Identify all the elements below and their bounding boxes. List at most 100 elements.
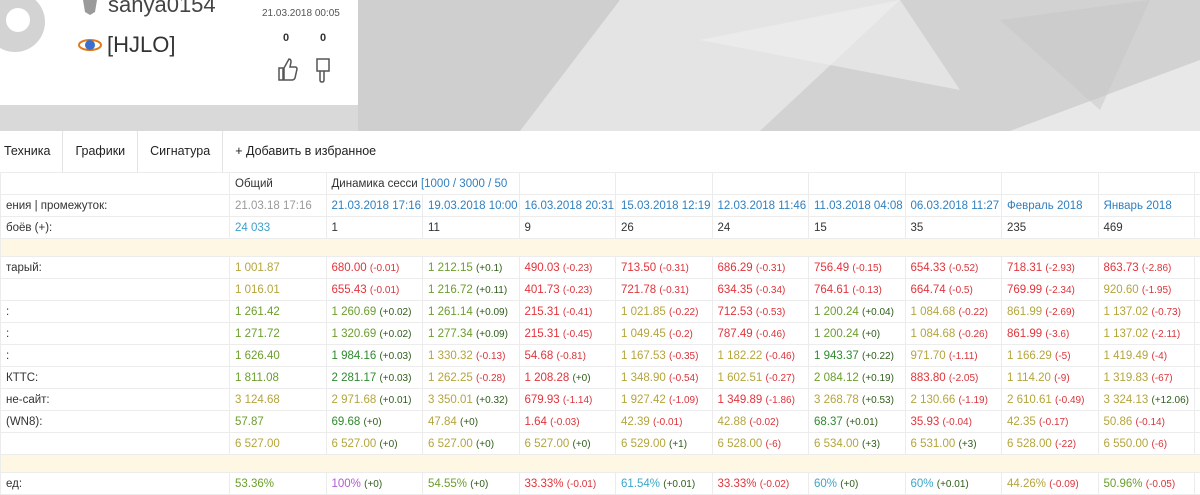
period-cell[interactable]: 21.03.2018 17:16 — [326, 195, 423, 217]
battles-cell: 24 033 — [230, 217, 327, 239]
stat-cell: 1 212.15 (+0.1) — [423, 257, 520, 279]
tab[interactable]: Техника — [0, 131, 63, 172]
stat-delta: (-0.01) — [370, 285, 399, 296]
stat-delta: (+0.09) — [476, 329, 508, 340]
stat-value: 6 528.00 — [718, 438, 763, 450]
stat-cell: 861.99 (-3.6) — [1002, 323, 1099, 345]
stat-value: 33.33% — [525, 478, 564, 490]
stat-cell: 863.73 (-2.86) — [1098, 257, 1195, 279]
stat-delta: (+0.03) — [379, 351, 411, 362]
stat-delta: (-1.14) — [563, 395, 592, 406]
stat-cell: 634.35 (-0.34) — [712, 279, 809, 301]
stat-cell: 1 200.24 (+0) — [809, 323, 906, 345]
clan-tag[interactable]: [HJLO] — [107, 32, 175, 58]
period-cell[interactable]: 19.03.2018 10:00 — [423, 195, 520, 217]
stat-delta: (+0) — [840, 479, 858, 490]
stat-cell: 971.70 (-1.11) — [905, 345, 1002, 367]
username[interactable]: sanya0154 — [108, 0, 216, 18]
stat-cell: 1 208.28 (+0) — [519, 367, 616, 389]
stat-value: 1 320.69 — [332, 328, 377, 340]
stat-cell: 721.78 (-0.31) — [616, 279, 713, 301]
stat-delta: (+0) — [379, 439, 397, 450]
stat-value: 920.60 — [1104, 284, 1139, 296]
empty-cell — [1195, 367, 1200, 389]
stat-value: 1 137.02 — [1104, 306, 1149, 318]
separator-row — [1, 239, 1200, 257]
stat-delta: (-1.86) — [765, 395, 794, 406]
stat-value: 2 281.17 — [332, 372, 377, 384]
stat-value: 61.54% — [621, 478, 660, 490]
stat-cell: 1 262.25 (-0.28) — [423, 367, 520, 389]
stat-delta: (+0.02) — [379, 307, 411, 318]
stat-delta: (+3) — [958, 439, 976, 450]
battles-cell: 24 — [712, 217, 809, 239]
empty-cell — [1098, 173, 1195, 195]
battles-cell: 9 — [519, 217, 616, 239]
period-cell[interactable]: 15.03.2018 12:19 — [616, 195, 713, 217]
stat-value: 6 527.00 — [332, 438, 377, 450]
row-label: не-сайт: — [1, 389, 230, 411]
stat-value: 3 324.13 — [1104, 394, 1149, 406]
stat-value: 1 261.42 — [235, 306, 280, 318]
stat-cell: 718.31 (-2.93) — [1002, 257, 1099, 279]
period-cell[interactable]: 16.03.2018 20:31 — [519, 195, 616, 217]
stat-delta: (-0.31) — [659, 263, 688, 274]
stat-value: 861.99 — [1007, 306, 1042, 318]
empty-cell — [519, 173, 616, 195]
stat-value: 1 348.90 — [621, 372, 666, 384]
row-label: ед: — [1, 473, 230, 495]
tab[interactable]: + Добавить в избранное — [223, 131, 388, 172]
stat-delta: (-0.02) — [760, 479, 789, 490]
dynamics-range[interactable]: [1000 / 3000 / 50 — [421, 178, 507, 190]
stat-cell: 6 527.00 — [230, 433, 327, 455]
column-header: Динамика сесси [1000 / 3000 / 50 — [326, 173, 519, 195]
stat-value: 1 200.24 — [814, 306, 859, 318]
stat-cell: 2 281.17 (+0.03) — [326, 367, 423, 389]
battles-cell: 1 — [326, 217, 423, 239]
stat-delta: (-0.13) — [476, 351, 505, 362]
stat-value: 6 550.00 — [1104, 438, 1149, 450]
stat-delta: (+0) — [363, 417, 381, 428]
period-cell[interactable]: 11.03.2018 04:08 — [809, 195, 906, 217]
stat-value: 861.99 — [1007, 328, 1042, 340]
stat-cell: 920.60 (-1.95) — [1098, 279, 1195, 301]
avatar — [0, 0, 80, 80]
row-label: : — [1, 345, 230, 367]
stat-delta: (-0.49) — [1055, 395, 1084, 406]
stat-value: 718.31 — [1007, 262, 1042, 274]
stat-delta: (+0) — [364, 479, 382, 490]
stat-delta: (-0.31) — [659, 285, 688, 296]
stat-delta: (-0.04) — [943, 417, 972, 428]
dislike-button[interactable] — [312, 56, 336, 84]
stat-value: 1 602.51 — [718, 372, 763, 384]
stat-delta: (-1.11) — [949, 351, 978, 362]
stat-value: 100% — [332, 478, 361, 490]
stat-cell: 1 084.68 (-0.26) — [905, 323, 1002, 345]
stat-value: 1 166.29 — [1007, 350, 1052, 362]
stat-delta: (-0.46) — [756, 329, 785, 340]
period-cell[interactable]: 2 — [1195, 195, 1200, 217]
row-label: боёв (+): — [1, 217, 230, 239]
stat-delta: (+0) — [460, 417, 478, 428]
stat-delta: (+0.03) — [379, 373, 411, 384]
stat-value: 60% — [911, 478, 934, 490]
period-cell[interactable]: 06.03.2018 11:27 — [905, 195, 1002, 217]
stat-value: 1 419.49 — [1104, 350, 1149, 362]
empty-cell — [1002, 173, 1099, 195]
tab[interactable]: Графики — [63, 131, 138, 172]
tab[interactable]: Сигнатура — [138, 131, 223, 172]
stat-value: 33.33% — [718, 478, 757, 490]
like-button[interactable] — [275, 56, 299, 84]
period-cell[interactable]: 12.03.2018 11:46 — [712, 195, 809, 217]
period-cell[interactable]: Февраль 2018 — [1002, 195, 1099, 217]
stat-value: 57.87 — [235, 416, 264, 428]
dynamics-label: Динамика сесси — [332, 178, 418, 190]
battles-cell: 235 — [1002, 217, 1099, 239]
empty-cell — [712, 173, 809, 195]
stat-value: 1 049.45 — [621, 328, 666, 340]
stat-cell: 61.54% (+0.01) — [616, 473, 713, 495]
period-cell[interactable]: Январь 2018 — [1098, 195, 1195, 217]
